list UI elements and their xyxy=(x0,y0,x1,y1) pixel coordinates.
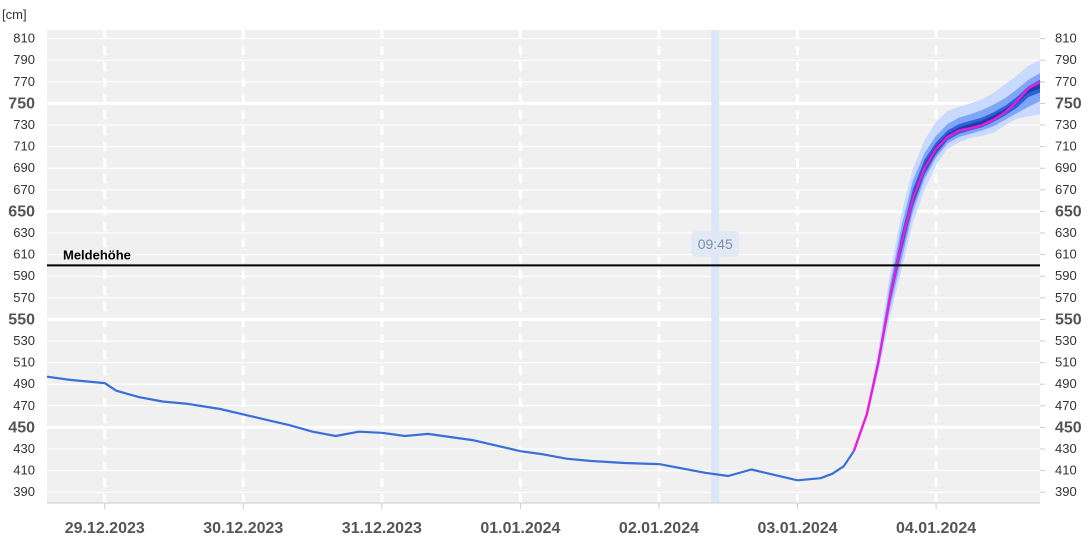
current-time-marker xyxy=(711,30,720,503)
y-axis-left: 390 410 430 470 490 510 530 570 590 610 630 670 690 7… xyxy=(8,31,35,500)
y-tick-label-right: 610 xyxy=(1055,247,1077,262)
x-tick-label: 29.12.2023 xyxy=(65,520,145,537)
y-tick-label-left: 390 xyxy=(13,484,35,499)
y-tick-label-right: 510 xyxy=(1055,355,1077,370)
y-tick-label-right: 750 xyxy=(1055,95,1082,112)
y-tick-label-right: 470 xyxy=(1055,398,1077,413)
y-tick-label-left: 770 xyxy=(13,74,35,89)
y-tick-label-right: 570 xyxy=(1055,290,1077,305)
y-tick-label-right: 670 xyxy=(1055,182,1077,197)
y-tick-label-right: 490 xyxy=(1055,376,1077,391)
x-tick-label: 03.01.2024 xyxy=(757,520,837,537)
horizontal-gridlines xyxy=(47,38,1040,493)
y-tick-label-left: 630 xyxy=(13,225,35,240)
y-axis-right: 390 410 430 470 490 510 530 570 590 610 630 670 690 7… xyxy=(1040,31,1082,499)
y-tick-label-right: 730 xyxy=(1055,117,1077,132)
x-tick-label: 04.01.2024 xyxy=(896,520,976,537)
x-tick-label: 02.01.2024 xyxy=(619,520,699,537)
y-tick-label-left: 570 xyxy=(13,290,35,305)
y-tick-label-right: 790 xyxy=(1055,52,1077,67)
y-tick-label-right: 430 xyxy=(1055,441,1077,456)
threshold-label: Meldehöhe xyxy=(63,247,131,262)
plot-background xyxy=(47,30,1040,503)
y-tick-label-right: 810 xyxy=(1055,31,1077,46)
y-tick-label-left: 650 xyxy=(8,203,35,220)
y-tick-label-right: 530 xyxy=(1055,333,1077,348)
y-tick-label-left: 790 xyxy=(13,52,35,67)
y-tick-label-right: 390 xyxy=(1055,484,1077,499)
y-tick-label-left: 730 xyxy=(13,117,35,132)
y-tick-label-left: 430 xyxy=(13,441,35,456)
y-tick-label-left: 510 xyxy=(13,355,35,370)
y-tick-label-left: 490 xyxy=(13,376,35,391)
current-time-badge: 09:45 xyxy=(691,230,740,257)
y-tick-label-right: 630 xyxy=(1055,225,1077,240)
y-tick-label-right: 450 xyxy=(1055,419,1082,436)
y-tick-label-left: 610 xyxy=(13,247,35,262)
y-tick-label-right: 550 xyxy=(1055,311,1082,328)
y-tick-label-right: 590 xyxy=(1055,268,1077,283)
y-tick-label-left: 710 xyxy=(13,139,35,154)
y-tick-label-right: 650 xyxy=(1055,203,1082,220)
x-tick-label: 31.12.2023 xyxy=(342,520,422,537)
measured-series-line xyxy=(46,375,855,482)
y-tick-label-left: 550 xyxy=(8,311,35,328)
x-tick-label: 30.12.2023 xyxy=(203,520,283,537)
y-tick-label-left: 410 xyxy=(13,463,35,478)
y-tick-label-left: 590 xyxy=(13,268,35,283)
y-tick-label-right: 690 xyxy=(1055,160,1077,175)
y-tick-label-left: 810 xyxy=(13,31,35,46)
y-tick-label-left: 670 xyxy=(13,182,35,197)
y-tick-label-right: 770 xyxy=(1055,74,1077,89)
x-axis: 29.12.2023 30.12.2023 31.12.2023 01.01.2024… xyxy=(65,503,976,537)
y-tick-label-left: 470 xyxy=(13,398,35,413)
x-tick-label: 01.01.2024 xyxy=(480,520,560,537)
current-time-label: 09:45 xyxy=(698,236,733,252)
y-tick-label-left: 690 xyxy=(13,160,35,175)
forecast-series-line xyxy=(852,80,1041,452)
y-tick-label-left: 750 xyxy=(8,95,35,112)
y-tick-label-left: 450 xyxy=(8,419,35,436)
y-axis-unit-label: [cm] xyxy=(2,7,27,22)
y-tick-label-right: 710 xyxy=(1055,139,1077,154)
y-tick-label-left: 530 xyxy=(13,333,35,348)
y-tick-label-right: 410 xyxy=(1055,463,1077,478)
